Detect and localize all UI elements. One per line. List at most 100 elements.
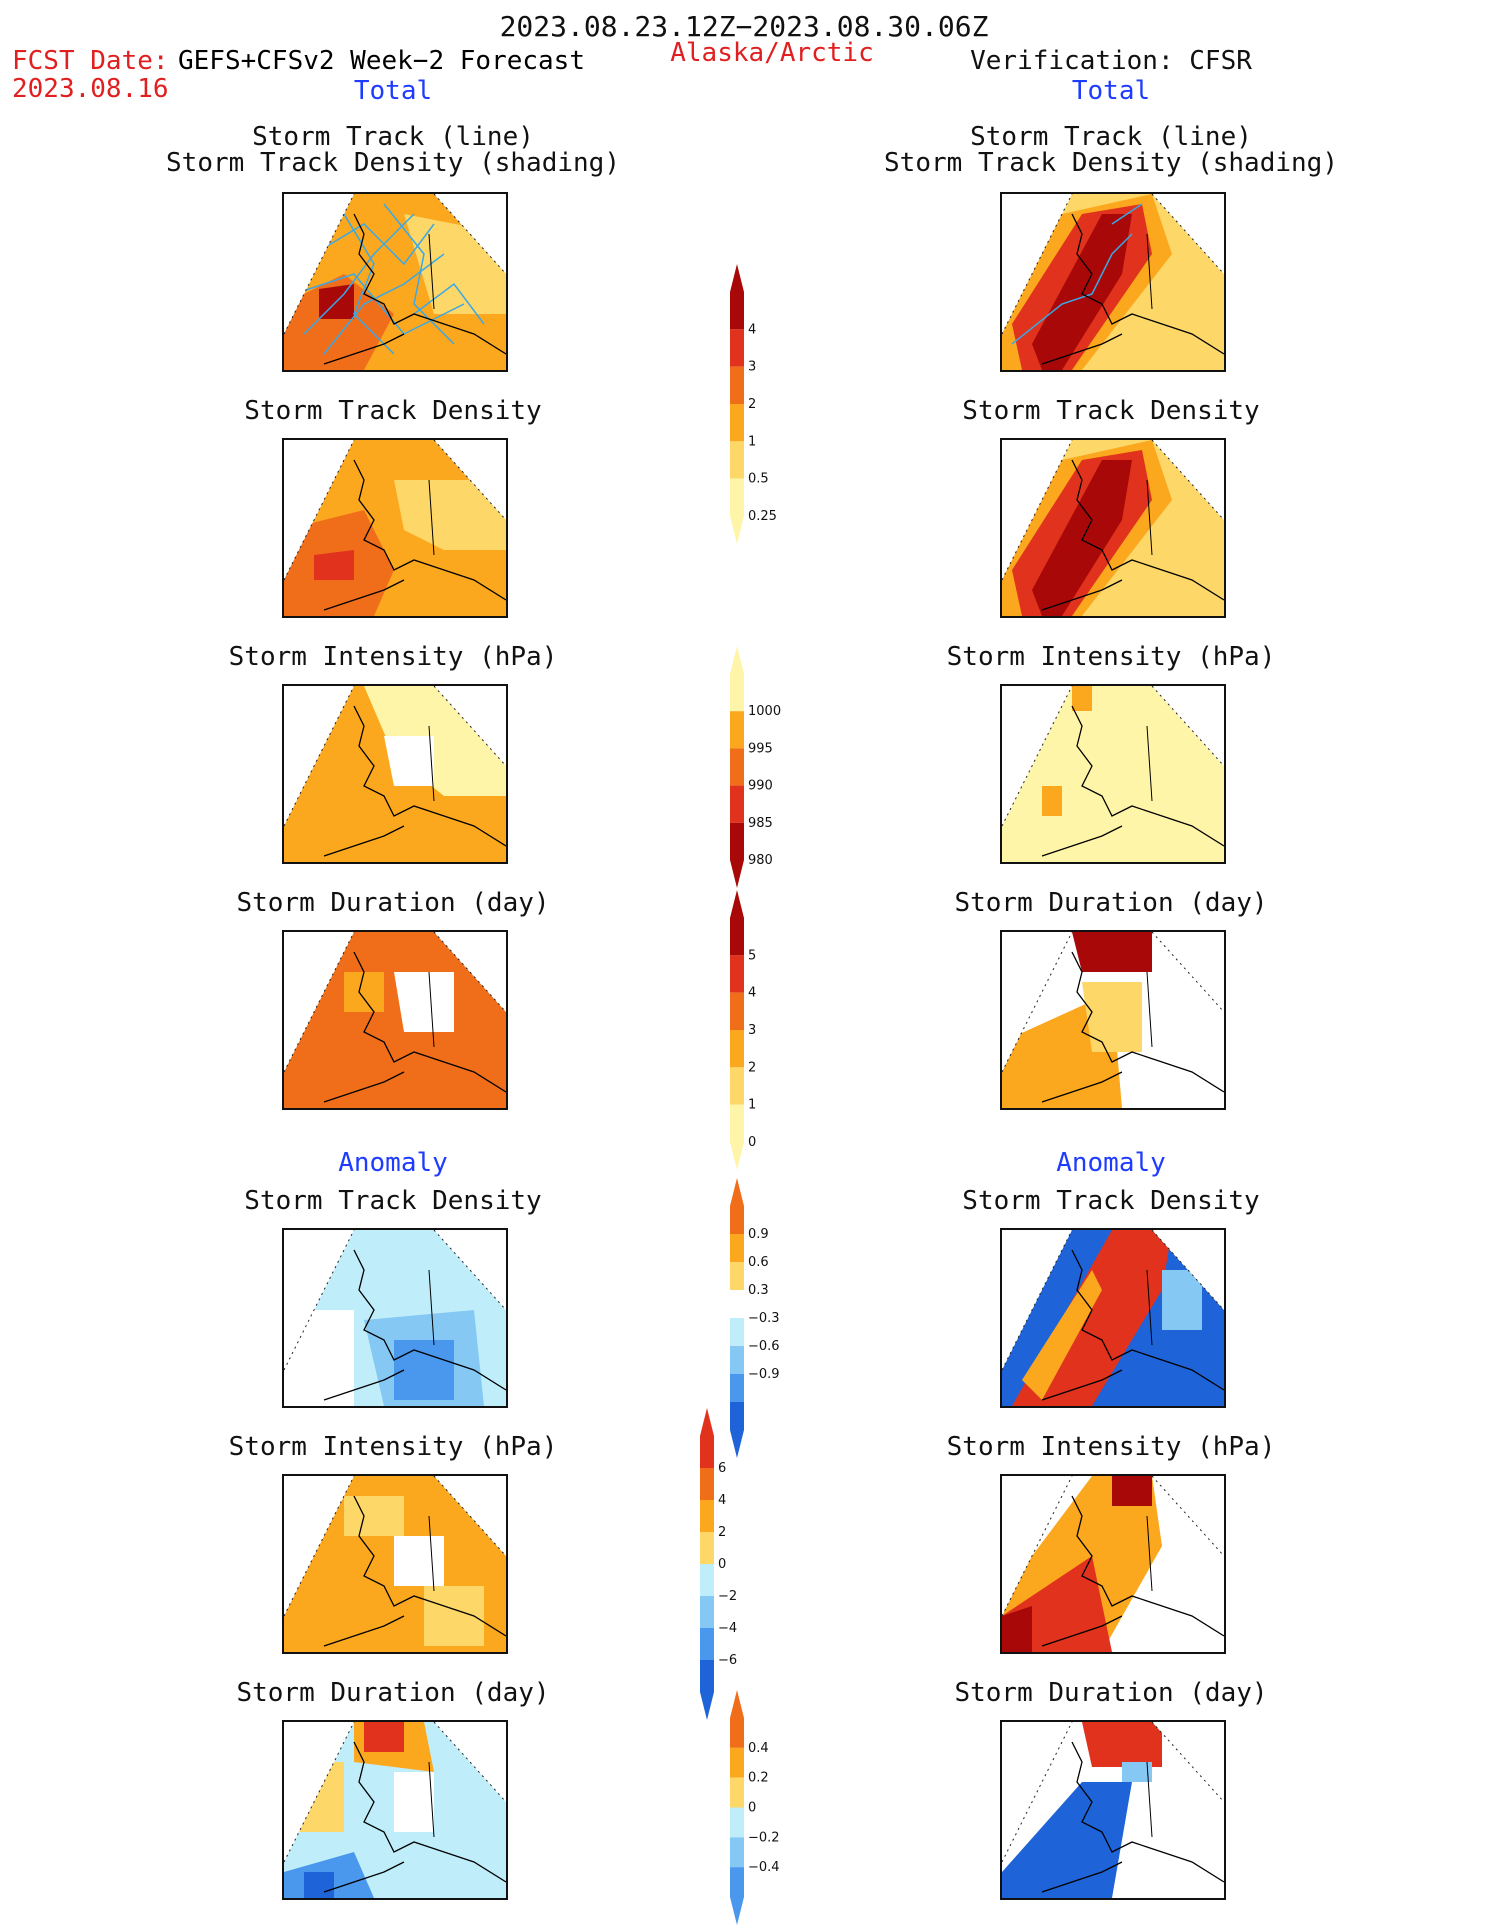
shading-region <box>384 736 434 786</box>
map-forecast-anomaly-intensity <box>282 1474 508 1654</box>
colorbar-box <box>730 748 744 786</box>
coastline <box>323 825 405 857</box>
coastline <box>323 1071 405 1103</box>
coastline <box>353 459 506 601</box>
map-edge <box>1002 932 1224 1073</box>
colorbar-tick-label: 990 <box>748 779 773 794</box>
title-track-line-right: Storm Track (line) <box>970 122 1252 152</box>
title-density-left: Storm Track Density <box>244 396 542 426</box>
storm-track-line <box>343 213 395 355</box>
colorbar-box <box>700 1564 714 1596</box>
shading-region <box>1082 1722 1162 1767</box>
colorbar-box <box>730 478 744 516</box>
colorbar-box <box>730 1318 744 1346</box>
title-anom-density-right: Storm Track Density <box>962 1186 1260 1216</box>
map-verification-total-track <box>1000 192 1226 372</box>
map-forecast-anomaly-density <box>282 1228 508 1408</box>
shading-region <box>284 274 394 370</box>
colorbar-tick-label: 0.25 <box>748 509 777 524</box>
map-verification-anomaly-intensity <box>1000 1474 1226 1654</box>
shading-region <box>1082 982 1142 1052</box>
colorbar-tick-label: −2 <box>718 1589 737 1604</box>
colorbar-box <box>730 992 744 1030</box>
colorbar-tick-label: 0.4 <box>748 1741 769 1756</box>
title-anom-duration-right: Storm Duration (day) <box>954 1678 1268 1708</box>
coastline <box>353 705 506 847</box>
coastline <box>323 333 405 365</box>
map-edge <box>284 1722 506 1863</box>
map-verification-total-intensity <box>1000 684 1226 864</box>
colorbar-tick-label: 1000 <box>748 704 781 719</box>
map-verification-total-duration <box>1000 930 1226 1110</box>
colorbar-box <box>730 1807 744 1838</box>
colorbar-cap-bottom <box>730 1430 744 1458</box>
map-verification-total-duration-plot <box>1002 932 1224 1108</box>
shading-region <box>394 1536 444 1586</box>
title-anom-intensity-right: Storm Intensity (hPa) <box>946 1432 1276 1462</box>
shading-region <box>1002 1782 1132 1898</box>
coastline <box>1041 825 1123 857</box>
coastline <box>1071 1249 1224 1391</box>
colorbar-cap-bottom <box>730 516 744 544</box>
colorbar-box <box>730 404 744 442</box>
coastline <box>1041 1369 1123 1401</box>
map-edge <box>284 1230 506 1371</box>
colorbar-box <box>730 674 744 712</box>
border-line <box>1146 1269 1153 1346</box>
coastline <box>1071 213 1224 355</box>
colorbar-box <box>730 785 744 823</box>
map-verification-anomaly-duration-plot <box>1002 1722 1224 1898</box>
colorbar-tick-label: 3 <box>748 1023 756 1038</box>
colorbar-cap-top <box>730 890 744 918</box>
coastline <box>1041 1071 1123 1103</box>
shading-region <box>364 1722 404 1752</box>
coastline <box>1071 705 1224 847</box>
shading-region <box>394 1772 434 1832</box>
period-title: 2023.08.23.12Z−2023.08.30.06Z <box>499 10 989 43</box>
map-verification-anomaly-duration <box>1000 1720 1226 1900</box>
coastline <box>1071 1495 1224 1637</box>
shading-region <box>394 480 506 550</box>
border-line <box>428 1761 435 1838</box>
colorbar-box <box>700 1628 714 1660</box>
map-edge <box>1002 194 1224 335</box>
colorbar-tick-label: 0.6 <box>748 1255 769 1270</box>
colorbar-tick-label: 0.2 <box>748 1771 769 1786</box>
anomaly-left-label: Anomaly <box>338 1148 448 1178</box>
title-duration-left: Storm Duration (day) <box>236 888 550 918</box>
border-line <box>1146 725 1153 802</box>
colorbar-anom-duration: 0.4 0.2 0 −0.2 −0.4 <box>730 1690 780 1925</box>
map-verification-total-intensity-plot <box>1002 686 1224 862</box>
colorbar-box <box>730 1067 744 1105</box>
map-edge <box>1002 440 1224 581</box>
map-forecast-total-track-plot <box>284 194 506 370</box>
colorbar-tick-label: 4 <box>748 322 756 337</box>
colorbar-box <box>730 1104 744 1142</box>
map-verification-total-track-plot <box>1002 194 1224 370</box>
border-line <box>428 233 435 310</box>
title-density-right: Storm Track Density <box>962 396 1260 426</box>
title-intensity-left: Storm Intensity (hPa) <box>228 642 558 672</box>
shading-region <box>344 972 384 1012</box>
coastline <box>323 1861 405 1893</box>
coastline <box>323 579 405 611</box>
map-forecast-total-track <box>282 192 508 372</box>
map-edge <box>284 194 506 335</box>
colorbar-box <box>730 1718 744 1748</box>
colorbar-box <box>700 1532 714 1564</box>
colorbar-tick-label: 2 <box>748 397 756 412</box>
title-track-shading-right: Storm Track Density (shading) <box>884 148 1338 178</box>
colorbar-box <box>730 822 744 860</box>
colorbar-box <box>730 441 744 479</box>
shading-region <box>284 1310 354 1406</box>
shading-region <box>1162 1270 1202 1330</box>
border-line <box>1146 233 1153 310</box>
shading-region <box>1022 1270 1102 1400</box>
colorbar-tick-label: 2 <box>748 1060 756 1075</box>
colorbar-tick-label: 0 <box>748 1801 756 1816</box>
map-edge <box>1002 1230 1224 1371</box>
map-edge <box>1002 1476 1224 1617</box>
coastline <box>323 1369 405 1401</box>
colorbar-tick-label: −0.9 <box>748 1367 780 1382</box>
coastline <box>1041 333 1123 365</box>
